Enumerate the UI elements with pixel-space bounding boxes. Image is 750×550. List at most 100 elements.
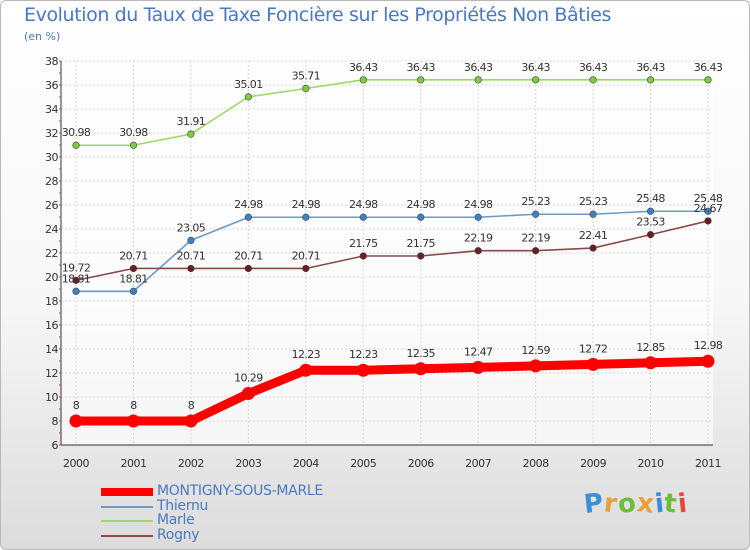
data-point [704, 217, 712, 225]
data-label: 20.71 [292, 249, 321, 262]
data-point [244, 264, 252, 273]
data-label: 12.23 [349, 348, 378, 361]
data-label: 24.98 [406, 198, 435, 211]
data-label: 24.98 [464, 198, 493, 211]
data-label: 30.98 [119, 126, 148, 139]
series-line [75, 210, 709, 293]
data-label: 23.05 [177, 221, 206, 234]
y-tick-label: 22 [45, 247, 58, 260]
data-point [589, 76, 597, 84]
series-line [75, 79, 709, 147]
data-label: 22.19 [521, 232, 550, 245]
data-label: 36.43 [694, 61, 723, 74]
legend-label: Thiernu [157, 497, 209, 514]
x-tick-label: 2006 [408, 457, 434, 470]
data-point [589, 210, 597, 218]
data-point [129, 141, 138, 149]
data-point [646, 76, 655, 84]
data-point [417, 252, 425, 260]
y-tick-label: 32 [45, 127, 58, 140]
data-point [299, 363, 313, 377]
x-tick-label: 2009 [580, 457, 606, 470]
legend-swatch [101, 505, 153, 508]
y-tick-label: 24 [45, 223, 58, 236]
data-label: 20.71 [234, 249, 263, 262]
data-point [529, 359, 543, 373]
data-point [359, 213, 367, 221]
proxiti-logo: Proxiti [582, 488, 690, 520]
data-point [244, 213, 252, 221]
data-label: 30.98 [62, 126, 91, 139]
y-tick-label: 34 [45, 103, 58, 116]
data-point [471, 360, 485, 374]
x-tick-label: 2003 [235, 457, 261, 470]
data-point [302, 213, 310, 221]
data-point [532, 247, 540, 255]
data-point [414, 362, 428, 376]
y-tick-label: 28 [45, 175, 58, 188]
data-label: 22.19 [464, 232, 493, 245]
unit-label: (en %) [24, 30, 61, 43]
data-point [244, 93, 252, 101]
data-point [302, 84, 310, 93]
y-tick-label: 30 [45, 151, 58, 164]
x-tick-label: 2004 [293, 457, 319, 470]
data-point [129, 264, 138, 273]
data-label: 12.59 [521, 344, 550, 357]
data-label: 24.67 [694, 202, 723, 215]
data-point [187, 130, 195, 138]
data-label: 8 [130, 399, 137, 412]
data-point [302, 264, 310, 273]
data-point [126, 414, 140, 428]
data-point [474, 213, 482, 221]
data-label: 24.98 [349, 198, 378, 211]
y-tick-label: 12 [45, 367, 58, 380]
data-label: 35.71 [292, 69, 321, 82]
data-label: 8 [188, 399, 195, 412]
x-tick-label: 2007 [465, 457, 491, 470]
data-label: 20.71 [177, 249, 206, 262]
legend-swatch [101, 520, 153, 523]
data-label: 24.98 [292, 198, 321, 211]
data-label: 18.81 [62, 272, 91, 285]
data-point [69, 414, 83, 428]
y-tick-label: 8 [52, 415, 59, 428]
data-label: 12.35 [406, 347, 435, 360]
legend-label: MONTIGNY-SOUS-MARLE [157, 483, 323, 499]
y-tick-label: 10 [45, 391, 58, 404]
data-label: 36.43 [636, 61, 665, 74]
data-label: 12.85 [636, 341, 665, 354]
x-tick-label: 2008 [523, 457, 549, 470]
y-tick-label: 20 [45, 271, 58, 284]
y-tick-label: 26 [45, 199, 58, 212]
data-label: 36.43 [349, 61, 378, 74]
data-point [417, 76, 425, 84]
data-label: 25.48 [636, 192, 665, 205]
data-point [356, 363, 370, 377]
data-label: 21.75 [406, 237, 435, 250]
data-point [129, 287, 138, 295]
data-point [184, 414, 198, 428]
data-label: 25.48 [694, 192, 723, 205]
data-point [532, 210, 540, 218]
data-point [359, 252, 367, 260]
data-label: 35.01 [234, 78, 263, 91]
data-point [646, 207, 655, 215]
y-tick-label: 6 [52, 439, 59, 452]
data-label: 36.43 [579, 61, 608, 74]
data-point [589, 244, 597, 252]
x-tick-label: 2011 [695, 457, 721, 470]
data-label: 23.53 [636, 216, 665, 229]
data-label: 22.41 [579, 229, 608, 242]
data-point [704, 207, 712, 215]
data-label: 20.71 [119, 249, 148, 262]
y-tick-label: 14 [45, 343, 58, 356]
data-point [704, 76, 712, 84]
series-line [71, 356, 713, 426]
data-point [586, 357, 600, 371]
data-point [72, 141, 80, 149]
data-point [474, 247, 482, 255]
legend-label: Marle [157, 512, 195, 528]
